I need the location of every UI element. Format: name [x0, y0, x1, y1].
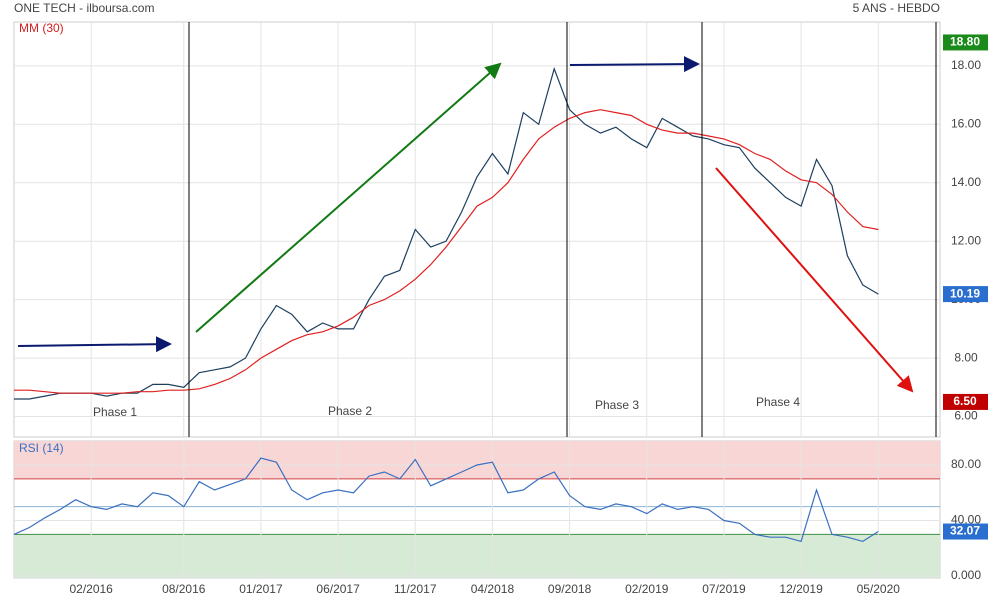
phase-label: Phase 3: [595, 398, 639, 412]
y-tick-label: 16.00: [951, 116, 981, 130]
y-tick-label: 8.00: [954, 350, 978, 364]
arrow: [17, 336, 172, 353]
x-tick-label: 11/2017: [394, 582, 437, 596]
series-line: [14, 66, 879, 400]
x-tick-label: 04/2018: [471, 582, 515, 596]
overbought-zone: [14, 441, 940, 479]
value-box: [943, 34, 988, 51]
period-title: 5 ANS - HEBDO: [853, 1, 940, 15]
x-tick-label: 05/2020: [857, 582, 901, 596]
value-box: [943, 393, 988, 410]
x-tick-label: 09/2018: [548, 582, 592, 596]
phase-label: Phase 1: [93, 405, 137, 419]
value-box: [943, 286, 988, 303]
value-box-label: 32.07: [950, 524, 980, 538]
phase-label: Phase 4: [756, 395, 800, 409]
x-tick-label: 06/2017: [316, 582, 360, 596]
value-box-label: 6.50: [953, 394, 977, 408]
x-tick-label: 08/2016: [162, 582, 206, 596]
legend-ma: MM (30): [19, 21, 64, 35]
y-tick-label: 14.00: [951, 175, 981, 189]
oversold-zone: [14, 534, 940, 578]
phase-label: Phase 2: [328, 404, 372, 418]
x-tick-label: 01/2017: [239, 582, 283, 596]
x-tick-label: 07/2019: [702, 582, 746, 596]
arrow: [715, 167, 914, 393]
value-box-label: 10.19: [950, 286, 980, 300]
y-tick-label: 40.00: [951, 513, 981, 527]
y-tick-label: 80.00: [951, 457, 981, 471]
series-line: [13, 457, 879, 543]
x-tick-label: 02/2016: [69, 582, 113, 596]
y-tick-label: 18.00: [951, 58, 981, 72]
source-title: ONE TECH - ilboursa.com: [14, 1, 154, 15]
price-panel: [13, 21, 941, 438]
value-box: [943, 523, 988, 540]
series-line: [14, 109, 879, 394]
arrow: [569, 56, 700, 73]
x-tick-label: 02/2019: [625, 582, 669, 596]
legend-rsi: RSI (14): [19, 441, 64, 455]
x-tick-label: 12/2019: [779, 582, 823, 596]
y-tick-label: 12.00: [951, 233, 981, 247]
y-tick-label: 0.000: [951, 568, 981, 582]
value-box-label: 18.80: [950, 35, 980, 49]
y-tick-label: 6.00: [954, 409, 978, 423]
arrow: [195, 62, 502, 333]
